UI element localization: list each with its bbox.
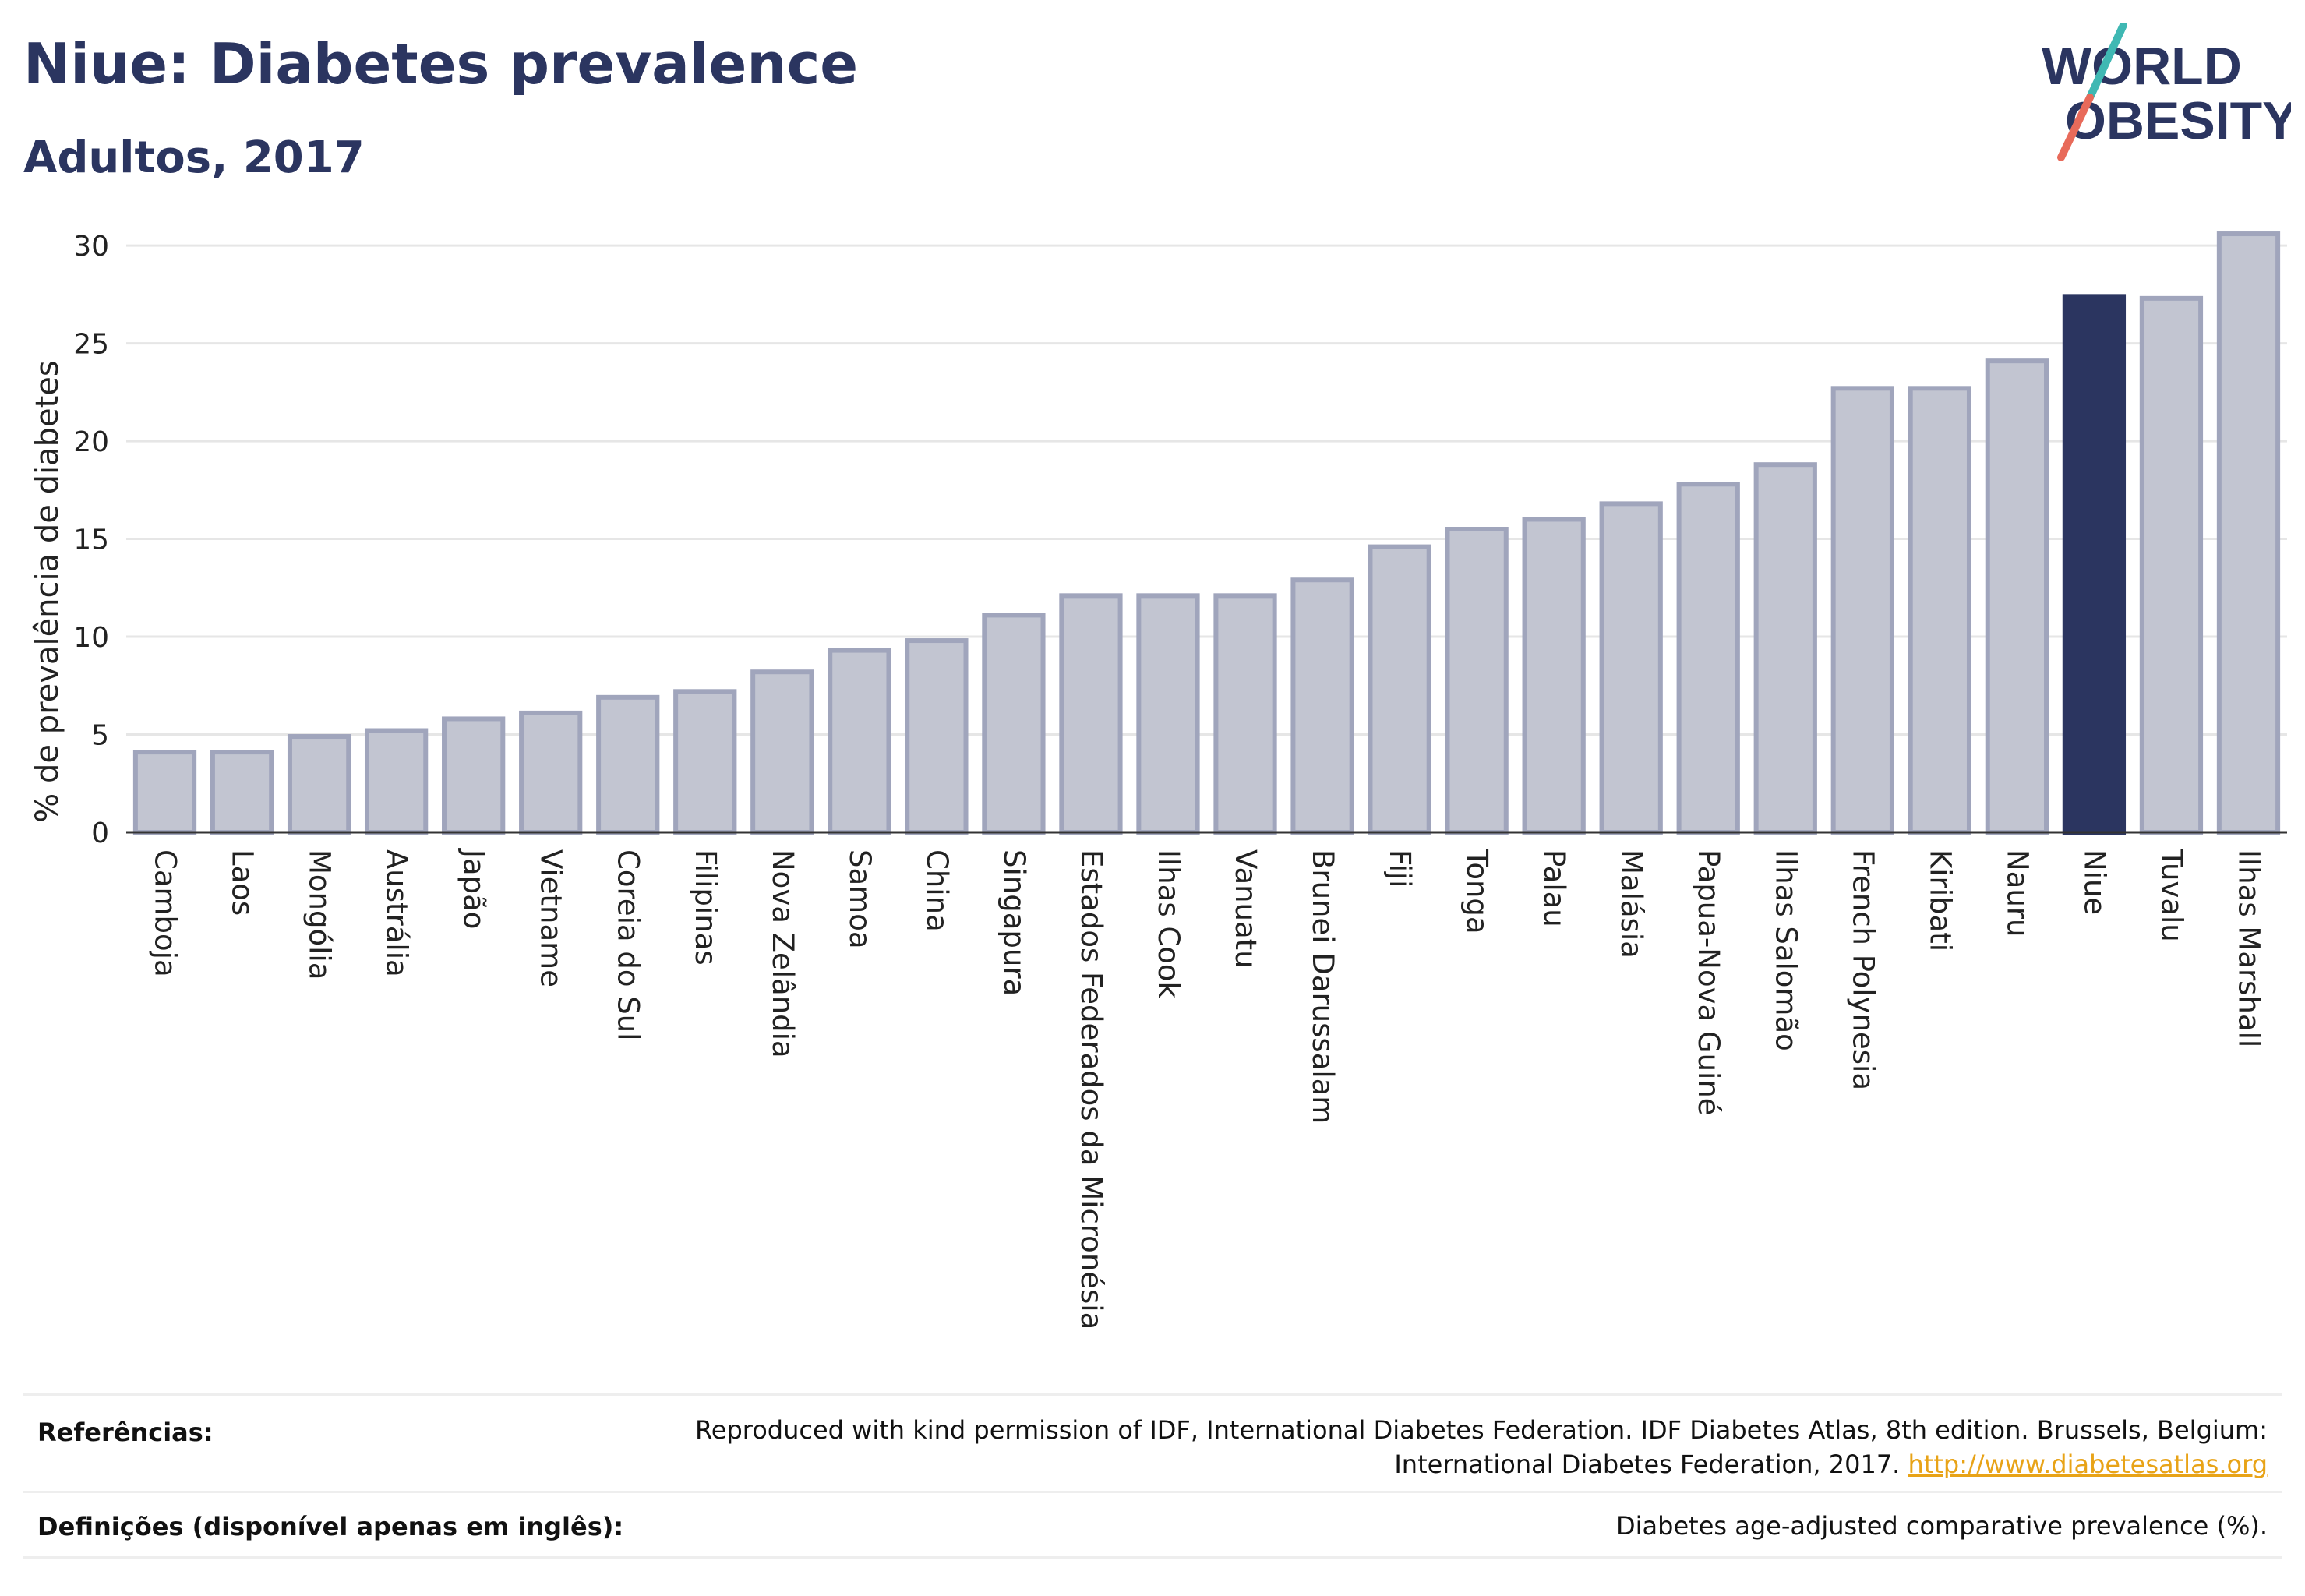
y-tick-label: 30 [73,231,109,263]
x-tick-label: Fiji [1383,849,1417,888]
bar-1 [210,750,274,835]
logo-slash-coral [2057,94,2094,161]
x-tick-label: Tonga [1460,849,1494,934]
x-tick-label: Ilhas Salomão [1769,849,1802,1051]
bar-11 [982,613,1046,835]
x-tick-label: French Polynesia [1846,849,1880,1090]
x-tick-label: Papua-Nova Guiné [1692,849,1725,1116]
x-tick-label: Samoa [843,849,877,949]
x-tick-label: Palau [1537,849,1571,927]
x-tick-label: Vanuatu [1229,849,1262,969]
bar-26 [2139,295,2204,835]
x-tick-label: Mongólia [303,849,337,980]
y-tick-label: 0 [91,817,109,849]
x-tick-label: Japão [457,848,491,929]
bar-21 [1753,462,1817,835]
x-tick-label: Tuvalu [2155,849,2188,942]
bar-23 [1908,386,1971,835]
x-tick-label: Kiribati [1923,849,1957,952]
bar-17 [1445,527,1509,835]
bar-13 [1136,593,1200,835]
bar-0 [132,750,197,835]
bar-15 [1290,577,1354,835]
bar-9 [828,648,891,835]
x-tick-label: Estados Federados da Micronésia [1075,849,1108,1329]
bar-27 [2216,231,2281,835]
page-subtitle: Adultos, 2017 [23,132,365,183]
bar-7 [673,689,737,835]
x-tick-label: Nova Zelândia [766,849,800,1058]
x-tick-label: Nauru [2000,849,2034,937]
y-tick-label: 15 [73,524,109,556]
bar-10 [905,638,969,835]
references-line-1: Reproduced with kind permission of IDF, … [694,1415,2268,1445]
bar-20 [1676,482,1740,835]
y-tick-label: 5 [91,720,109,752]
bar-16 [1368,544,1431,835]
x-tick-label: Vietname [535,849,568,987]
bar-25 [2062,294,2127,835]
bar-14 [1213,593,1277,835]
references-line-2: International Diabetes Federation, 2017.… [695,1447,2268,1481]
bar-8 [750,669,814,835]
bar-24 [1985,358,2049,835]
definitions-label: Definições (disponível apenas em inglês)… [37,1512,624,1541]
x-tick-label: Ilhas Cook [1152,849,1185,998]
references-text: Reproduced with kind permission of IDF, … [695,1413,2268,1481]
references-row: Referências: Reproduced with kind permis… [23,1393,2282,1493]
references-line-2-text: International Diabetes Federation, 2017. [1394,1449,1901,1479]
logo-slash-teal [2086,23,2127,101]
logo-text-world: WORLD [2042,37,2242,96]
bar-19 [1599,501,1663,835]
diabetesatlas-link[interactable]: http://www.diabetesatlas.org [1908,1449,2268,1479]
y-axis-label: % de prevalência de diabetes [30,360,65,822]
x-tick-label: Niue [2077,849,2111,915]
y-tick-label: 20 [73,426,109,458]
logo-text-obesity: OBESITY [2065,91,2291,150]
bar-18 [1522,517,1586,835]
bar-chart: 0 5 10 15 20 25 30 % de prevalência de diabetes… [30,231,2287,1329]
y-tick-label: 25 [73,329,109,361]
bar-22 [1830,386,1894,835]
x-tick-label: Austrália [380,849,414,977]
bar-5 [519,710,583,835]
bar-2 [287,734,351,835]
y-tick-label: 10 [73,622,109,654]
bar-6 [596,694,660,835]
x-tick-label: Ilhas Marshall [2232,849,2265,1047]
x-tick-label: Malásia [1615,849,1648,959]
page-title: Niue: Diabetes prevalence [23,31,859,97]
bar-3 [364,728,429,835]
x-tick-label: Laos [226,849,259,916]
x-tick-label: China [920,849,954,932]
definitions-text: Diabetes age-adjusted comparative preval… [1616,1511,2268,1541]
footer-bottom-border [23,1556,2282,1559]
bar-12 [1059,593,1123,835]
x-tick-label: Brunei Darussalam [1306,849,1340,1124]
world-obesity-logo: WORLD OBESITY [2042,23,2291,161]
definitions-row: Definições (disponível apenas em inglês)… [23,1491,2282,1559]
x-tick-label: Camboja [149,849,182,977]
x-tick-label: Filipinas [689,849,722,966]
x-tick-label: Coreia do Sul [612,849,645,1040]
x-tick-label: Singapura [997,849,1031,996]
bar-4 [442,716,506,835]
references-label: Referências: [37,1418,214,1447]
